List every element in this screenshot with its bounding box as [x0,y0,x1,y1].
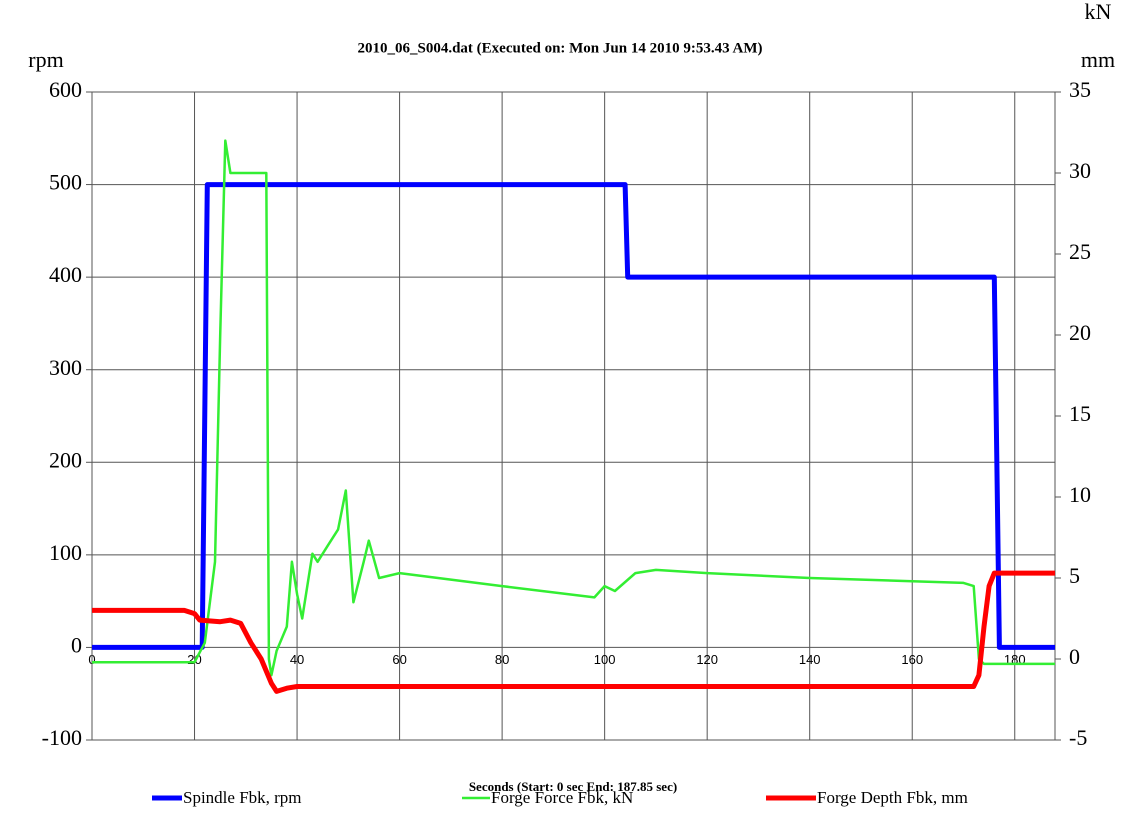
series-line [92,570,1055,694]
y2-axis-label: mm [1081,47,1115,72]
y2-tick-label: 15 [1069,401,1091,426]
series-line [92,182,1055,650]
y2-tick-label: 35 [1069,77,1091,102]
y2-axis-label: kN [1085,0,1112,24]
y2-tick-label: -5 [1069,725,1087,750]
legend-label: Forge Depth Fbk, mm [817,788,968,807]
y-tick-label: 300 [49,355,82,380]
y-tick-label: 0 [71,632,82,657]
y-tick-label: 400 [49,262,82,287]
y2-tick-label: 20 [1069,320,1091,345]
y-tick-label: 600 [49,77,82,102]
y-axis-label: rpm [28,47,63,72]
y-tick-label: -100 [42,725,82,750]
series-line [92,139,1055,677]
y2-tick-label: 30 [1069,158,1091,183]
y2-tick-label: 25 [1069,239,1091,264]
chart-title: 2010_06_S004.dat (Executed on: Mon Jun 1… [357,40,762,56]
legend-label: Spindle Fbk, rpm [183,788,302,807]
y2-tick-label: 0 [1069,644,1080,669]
x-tick-label: 100 [594,652,616,667]
x-tick-label: 40 [290,652,304,667]
legend-label: Forge Force Fbk, kN [491,788,633,807]
y2-tick-label: 5 [1069,563,1080,588]
y2-tick-label: 10 [1069,482,1091,507]
x-tick-label: 80 [495,652,509,667]
y-tick-label: 200 [49,447,82,472]
x-tick-label: 60 [392,652,406,667]
x-tick-label: 120 [696,652,718,667]
y-tick-label: 500 [49,170,82,195]
x-tick-label: 140 [799,652,821,667]
y-tick-label: 100 [49,540,82,565]
plot-border [91,91,1056,741]
x-tick-label: 160 [901,652,923,667]
x-axis-label: Seconds (Start: 0 sec End: 187.85 sec) [469,779,677,794]
